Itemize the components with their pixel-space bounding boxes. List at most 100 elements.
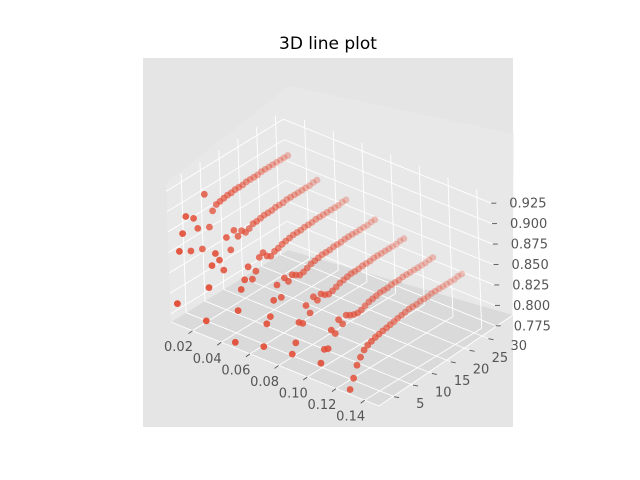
data-point-0-6	[194, 225, 202, 232]
data-point-0-40	[234, 232, 242, 240]
data-point-0-206	[420, 295, 428, 303]
data-point-0-184	[425, 256, 433, 264]
data-point-0-8	[200, 190, 208, 198]
data-point-0-148	[377, 250, 385, 257]
y-tick-label-2: 15	[454, 374, 471, 389]
data-point-0-63	[234, 307, 242, 314]
data-point-0-58	[302, 184, 310, 192]
data-point-0-130	[310, 293, 317, 301]
data-point-0-209	[431, 287, 439, 295]
y-tick-mark-4	[469, 349, 475, 352]
data-point-0-146	[370, 254, 378, 262]
z-tick-label-3: 0.850	[512, 258, 549, 273]
data-point-0-54	[287, 193, 294, 201]
data-point-0-118	[352, 228, 360, 236]
data-point-0-39	[230, 227, 238, 234]
data-point-0-88	[327, 206, 335, 214]
data-point-0-208	[428, 290, 435, 297]
data-point-0-60	[309, 179, 317, 186]
left-back-pane	[166, 86, 289, 322]
data-point-0-210	[435, 285, 443, 293]
data-point-0-1	[176, 248, 183, 255]
x-tick-mark-5	[331, 388, 337, 392]
data-point-0-35	[216, 256, 223, 264]
data-point-0-10	[209, 207, 217, 215]
data-point-0-176	[395, 276, 403, 284]
data-point-0-185	[429, 254, 437, 261]
data-point-0-124	[288, 350, 296, 358]
data-point-0-5	[190, 215, 198, 222]
data-point-0-207	[424, 293, 432, 300]
z-grid-back-4	[284, 159, 493, 245]
data-point-0-191	[364, 341, 372, 349]
data-point-0-68	[252, 267, 260, 275]
y-tick-mark-1	[412, 384, 419, 387]
y-axis-line	[378, 314, 514, 407]
data-point-0-205	[416, 297, 424, 305]
data-point-0-85	[316, 213, 323, 221]
y-tick-label-3: 20	[473, 362, 490, 377]
data-points	[174, 152, 466, 393]
z-tick-label-2: 0.825	[512, 278, 549, 293]
data-point-0-160	[335, 316, 342, 324]
x-axis-line	[170, 321, 380, 407]
data-point-0-23	[258, 168, 265, 176]
data-point-0-152	[393, 240, 400, 248]
z-tick-label-5: 0.900	[510, 217, 547, 232]
data-point-0-155	[317, 359, 325, 367]
y-tick-label-5: 30	[510, 339, 527, 354]
z-grid-back-1	[286, 220, 496, 306]
data-point-0-132	[317, 290, 325, 298]
z-tick-label-6: 0.925	[509, 197, 546, 212]
x-tick-label-2: 0.06	[221, 363, 250, 378]
data-point-0-215	[454, 273, 462, 280]
data-point-0-97	[273, 281, 281, 289]
right-back-pane	[288, 86, 514, 315]
data-point-0-7	[199, 245, 206, 253]
data-point-0-66	[244, 263, 252, 271]
chart-title: 3D line plot	[279, 34, 377, 54]
z-tick-label-0: 0.775	[514, 319, 551, 334]
data-point-0-57	[298, 186, 306, 194]
data-point-0-26	[269, 161, 277, 169]
data-point-0-188	[353, 361, 361, 369]
data-point-0-69	[255, 254, 263, 261]
data-point-0-128	[302, 302, 310, 309]
data-point-0-25	[265, 163, 273, 171]
x-grid-floor-0	[192, 258, 310, 332]
data-point-0-116	[345, 233, 352, 241]
data-point-0-92	[342, 196, 350, 204]
data-point-0-31	[202, 317, 210, 325]
axis-panes	[166, 86, 514, 406]
data-point-0-89	[331, 204, 339, 212]
data-point-0-32	[205, 284, 213, 291]
data-point-0-149	[381, 247, 389, 255]
data-point-0-144	[362, 260, 370, 267]
data-point-0-62	[231, 338, 239, 346]
data-point-0-86	[319, 211, 327, 219]
z-axis-line	[512, 133, 515, 316]
data-point-0-175	[391, 279, 399, 286]
data-point-0-114	[337, 238, 345, 246]
data-point-0-91	[338, 198, 346, 206]
z-grid-left-1	[169, 220, 288, 294]
x-tick-label-6: 0.14	[336, 410, 365, 425]
z-tick-label-1: 0.800	[513, 299, 550, 314]
data-point-0-38	[227, 246, 235, 254]
x-tick-label-5: 0.12	[307, 398, 336, 413]
x-tick-mark-4	[303, 376, 308, 381]
data-point-0-44	[249, 220, 257, 228]
z-grid-back-5	[283, 139, 493, 225]
y-grid-floor-5	[280, 254, 489, 340]
x-tick-mark-6	[360, 399, 365, 404]
data-point-0-93	[260, 343, 268, 350]
data-point-0-56	[294, 189, 302, 197]
x-tick-mark-2	[245, 353, 251, 358]
data-point-0-4	[187, 247, 195, 255]
x-tick-label-3: 0.08	[250, 375, 279, 390]
data-point-0-27	[273, 159, 280, 166]
data-point-0-186	[346, 386, 354, 393]
data-point-0-125	[292, 339, 300, 347]
y-tick-label-0: 5	[416, 397, 424, 412]
